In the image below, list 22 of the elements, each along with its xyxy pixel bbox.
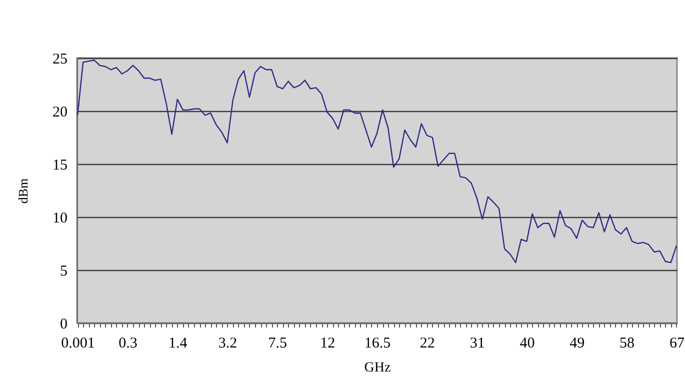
- x-tick-label: 1.4: [168, 336, 188, 352]
- x-tick-label: 40: [520, 336, 535, 352]
- x-tick-label: 0.001: [61, 336, 95, 352]
- y-tick-label: 15: [52, 158, 68, 174]
- x-tick-label: 0.3: [118, 336, 138, 352]
- x-tick-label: 22: [420, 336, 435, 352]
- x-tick-label: 12: [320, 336, 336, 352]
- y-tick-label: 5: [60, 264, 68, 280]
- x-tick-label: 7.5: [268, 336, 288, 352]
- y-tick-label: 0: [60, 316, 68, 332]
- x-tick-label: 3.2: [218, 336, 238, 352]
- x-tick-label: 31: [470, 336, 485, 352]
- y-tick-label: 10: [52, 210, 68, 226]
- line-series: [76, 60, 678, 264]
- y-axis-title: dBm: [16, 178, 30, 204]
- x-tick-label: 49: [570, 336, 585, 352]
- x-axis-title: GHz: [364, 360, 391, 376]
- y-tick-label: 25: [52, 52, 68, 68]
- x-tick-label: 58: [620, 336, 635, 352]
- x-tick-label: 67: [669, 336, 685, 352]
- y-tick-label: 20: [52, 104, 68, 120]
- x-tick-label: 16.5: [364, 336, 391, 352]
